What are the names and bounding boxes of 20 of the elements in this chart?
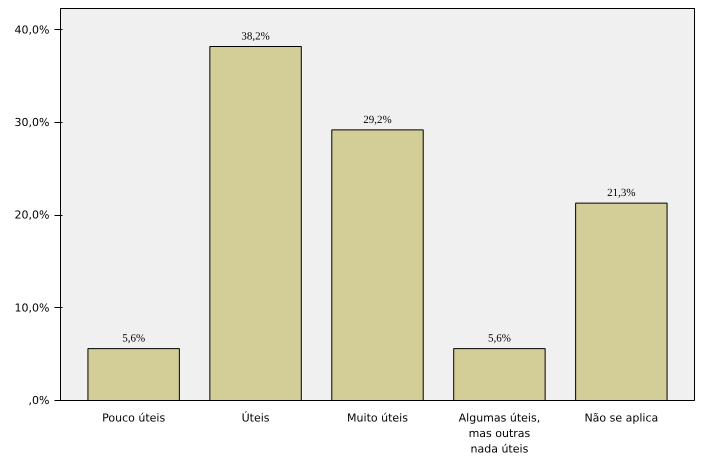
bar: [453, 348, 546, 400]
bar: [575, 202, 668, 400]
y-tick-label: ,0%: [28, 394, 50, 407]
bar: [87, 348, 180, 400]
y-tick-label: 10,0%: [14, 301, 50, 314]
x-tick-label: Muito úteis: [347, 412, 408, 424]
x-tick-label: Não se aplica: [584, 412, 658, 424]
y-tick-label: 40,0%: [14, 23, 50, 36]
bar: [209, 46, 302, 400]
y-tick-label: 30,0%: [14, 116, 50, 129]
data-label: 5,6%: [122, 332, 146, 345]
data-label: 5,6%: [488, 332, 511, 345]
x-tick-label: Algumas úteis, mas outras nada úteis: [458, 412, 540, 456]
bar: [331, 129, 424, 400]
y-tick-label: 20,0%: [14, 208, 50, 222]
data-label: 38,2%: [241, 30, 270, 42]
data-label: 29,2%: [363, 114, 392, 126]
x-tick-label: Úteis: [242, 410, 270, 424]
data-label: 21,3%: [607, 187, 636, 200]
x-tick-label: Pouco úteis: [102, 412, 166, 424]
